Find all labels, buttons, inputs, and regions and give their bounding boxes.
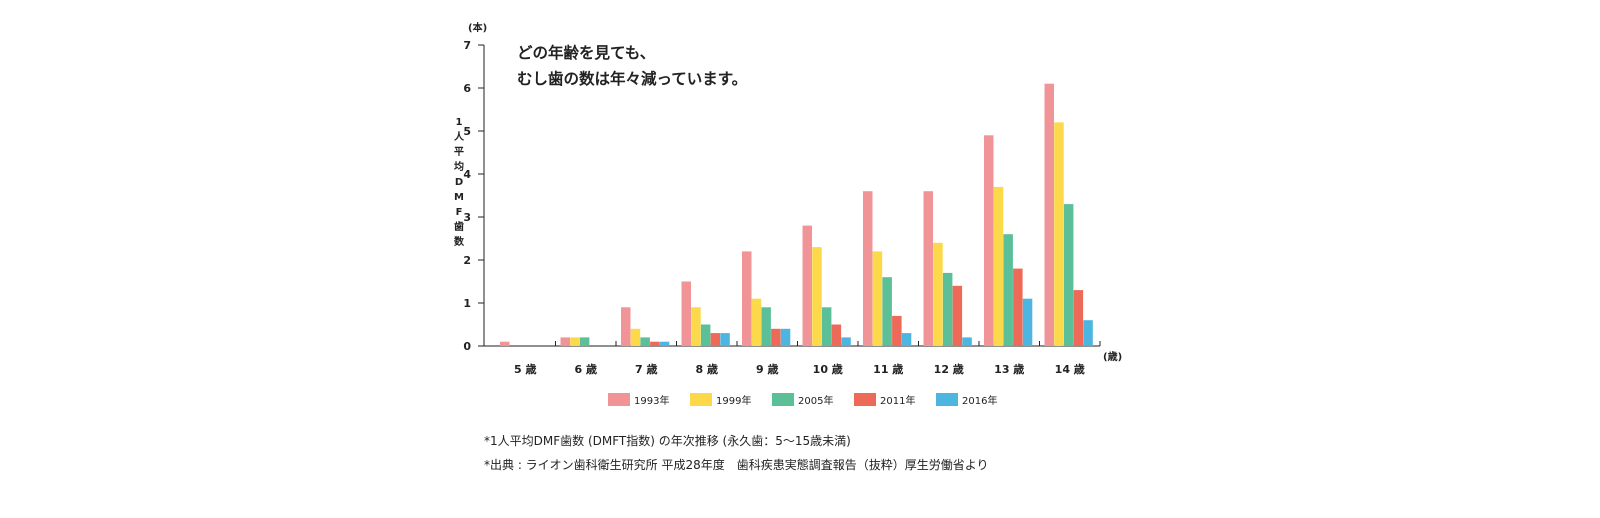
legend-item: 2011年 <box>854 392 936 407</box>
bar <box>710 333 721 346</box>
bar <box>570 337 580 346</box>
bar <box>863 191 873 346</box>
bar <box>901 333 912 346</box>
bar <box>780 328 791 346</box>
legend-swatch-2016 <box>936 393 958 406</box>
annotation-line-2: むし歯の数は年々減っています。 <box>517 70 748 88</box>
legend-label-1999: 1999年 <box>716 396 752 407</box>
x-tick-label: 14 歳 <box>1055 362 1085 376</box>
legend-item: 1993年 <box>608 392 690 407</box>
y-tick-label: 2 <box>463 254 471 267</box>
bar <box>771 328 781 346</box>
bar <box>1054 122 1064 347</box>
bar <box>621 307 631 346</box>
bar <box>1073 290 1084 346</box>
bar <box>579 337 590 346</box>
bar <box>923 191 933 346</box>
bar <box>892 315 902 346</box>
bar <box>659 341 670 346</box>
bar <box>821 307 832 346</box>
bar <box>812 247 822 346</box>
bar <box>681 281 691 346</box>
legend-label-2011: 2011年 <box>880 396 916 407</box>
bar <box>1044 83 1054 346</box>
bar <box>882 277 892 346</box>
bar <box>751 298 762 346</box>
legend-item: 2005年 <box>772 392 854 407</box>
x-tick-label: 12 歳 <box>934 362 964 376</box>
x-tick-label: 5 歳 <box>514 362 536 376</box>
y-tick-label: 1 <box>463 297 471 310</box>
bar <box>560 337 570 346</box>
bar <box>640 337 650 346</box>
bar <box>742 251 752 346</box>
bar <box>802 225 812 346</box>
bar <box>841 337 851 346</box>
legend-swatch-2005 <box>772 393 794 406</box>
bar <box>650 341 660 346</box>
bar <box>872 251 883 346</box>
legend-label-2016: 2016年 <box>962 396 998 407</box>
legend-swatch-2011 <box>854 393 876 406</box>
bar <box>1063 204 1074 346</box>
legend: 1993年 1999年 2005年 2011年 2016年 <box>608 392 1018 407</box>
bar <box>1003 234 1013 346</box>
bar <box>630 328 641 346</box>
legend-label-1993: 1993年 <box>634 396 670 407</box>
bar <box>962 337 972 346</box>
bar <box>993 186 1004 346</box>
bar <box>720 333 730 346</box>
y-tick-label: 6 <box>463 82 471 95</box>
legend-swatch-1993 <box>608 393 630 406</box>
bar <box>831 324 842 346</box>
y-tick-label: 5 <box>463 125 471 138</box>
annotation-line-1: どの年齢を見ても、 <box>517 44 656 62</box>
y-unit-label: (本) <box>468 23 488 34</box>
x-tick-label: 9 歳 <box>756 362 778 376</box>
bar <box>1022 298 1033 346</box>
bar <box>761 307 771 346</box>
chart-annotation: どの年齢を見ても、 むし歯の数は年々減っています。 <box>517 40 747 92</box>
y-tick-label: 4 <box>463 168 471 181</box>
y-tick-label: 7 <box>463 39 471 52</box>
y-tick-label: 3 <box>463 211 471 224</box>
bar <box>952 285 963 346</box>
footnote-2: *出典 : ライオン歯科衛生研究所 平成28年度 歯科疾患実態調査報告（抜粋）厚… <box>484 458 989 472</box>
legend-item: 2016年 <box>936 392 1018 407</box>
bar <box>933 242 943 346</box>
y-tick-label: 0 <box>463 340 471 353</box>
x-tick-label: 7 歳 <box>635 362 657 376</box>
y-axis-label: 1人平均DMF歯数 <box>454 117 464 248</box>
bar <box>1013 268 1023 346</box>
x-tick-label: 6 歳 <box>575 362 597 376</box>
legend-swatch-1999 <box>690 393 712 406</box>
x-unit-label: (歳) <box>1103 352 1123 363</box>
legend-item: 1999年 <box>690 392 772 407</box>
bar <box>691 307 701 346</box>
footnote-1: *1人平均DMF歯数 (DMFT指数) の年次推移 (永久歯：5〜15歳未満) <box>484 434 851 448</box>
bar <box>700 324 711 346</box>
x-tick-label: 10 歳 <box>813 362 843 376</box>
bar <box>942 272 953 346</box>
bar <box>500 341 510 346</box>
legend-label-2005: 2005年 <box>798 396 834 407</box>
x-tick-label: 8 歳 <box>696 362 718 376</box>
bar <box>984 135 994 346</box>
x-tick-label: 13 歳 <box>994 362 1024 376</box>
x-tick-label: 11 歳 <box>873 362 903 376</box>
bar <box>1083 320 1093 346</box>
